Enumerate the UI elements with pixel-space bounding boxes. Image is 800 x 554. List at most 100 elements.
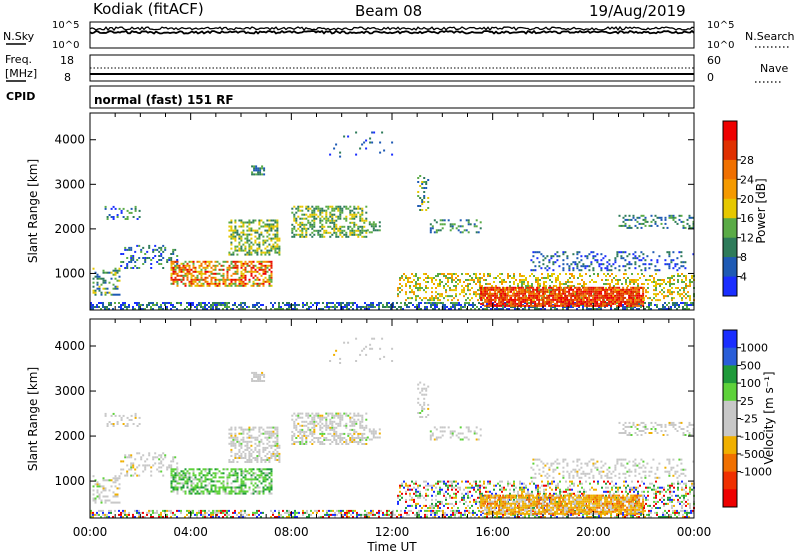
- power-cell: [445, 289, 447, 292]
- power-cell: [484, 288, 487, 291]
- power-cell: [174, 306, 176, 308]
- power-cell: [498, 290, 501, 293]
- power-cell: [328, 308, 330, 310]
- power-cell: [682, 226, 685, 229]
- power-cell: [576, 302, 579, 305]
- velocity-cell: [252, 472, 255, 475]
- power-cell: [116, 285, 119, 288]
- power-cell: [618, 265, 621, 268]
- power-cell: [643, 275, 645, 277]
- power-cell: [124, 248, 127, 251]
- power-cell: [628, 300, 631, 303]
- velocity-cell: [132, 516, 134, 518]
- power-cell: [132, 267, 135, 269]
- power-cell: [316, 302, 318, 304]
- power-cell: [570, 296, 573, 299]
- power-cell: [220, 268, 223, 271]
- power-cell: [445, 283, 447, 285]
- power-cell: [297, 209, 300, 212]
- power-cell: [258, 302, 260, 304]
- power-cell: [512, 298, 515, 301]
- power-cell: [482, 290, 485, 293]
- velocity-cell: [174, 513, 176, 516]
- power-cell: [566, 263, 569, 266]
- power-cell: [351, 209, 354, 212]
- power-cell: [232, 272, 235, 275]
- velocity-cell: [90, 513, 92, 516]
- power-cell: [322, 302, 324, 304]
- power-cell: [218, 302, 220, 304]
- velocity-cell: [228, 509, 230, 512]
- power-cell: [228, 306, 230, 308]
- power-cell: [254, 231, 257, 234]
- power-cell: [232, 233, 235, 236]
- velocity-cell: [226, 511, 228, 514]
- power-cell: [629, 281, 631, 283]
- power-cell: [447, 277, 449, 279]
- power-cell: [551, 275, 553, 277]
- power-cell: [618, 251, 621, 254]
- power-cell: [349, 221, 352, 224]
- power-cell: [581, 275, 583, 277]
- power-cell: [465, 219, 468, 222]
- power-cell: [396, 302, 398, 304]
- velocity-cell: [450, 513, 452, 516]
- power-cell: [489, 275, 491, 277]
- power-cell: [634, 302, 637, 305]
- power-cell: [594, 296, 597, 299]
- power-cell: [361, 209, 364, 212]
- nsky-trace: [89, 25, 695, 35]
- velocity-cell: [662, 516, 664, 518]
- velocity-cell: [446, 513, 448, 516]
- power-cell: [242, 243, 245, 246]
- velocity-cell: [256, 478, 259, 481]
- velocity-cell: [172, 470, 175, 473]
- power-cell: [258, 262, 261, 265]
- velocity-cell: [134, 472, 137, 475]
- power-cell: [130, 267, 133, 269]
- velocity-cell: [158, 513, 160, 516]
- power-cell: [544, 300, 547, 303]
- power-cell: [475, 219, 478, 222]
- velocity-cell: [230, 470, 233, 473]
- power-cell: [628, 290, 631, 293]
- power-cell: [443, 275, 445, 277]
- power-cell: [304, 304, 306, 306]
- velocity-cell: [342, 513, 344, 516]
- power-cell: [248, 280, 251, 283]
- power-cell: [568, 306, 570, 308]
- velocity-cell: [282, 516, 284, 518]
- power-cell: [108, 304, 110, 306]
- power-cell: [411, 281, 413, 283]
- velocity-cell: [380, 509, 382, 512]
- velocity-cell: [434, 509, 436, 512]
- power-cell: [680, 265, 683, 268]
- power-cell: [635, 293, 637, 296]
- power-cell: [574, 298, 577, 301]
- power-cell: [504, 292, 507, 295]
- velocity-cell: [322, 516, 324, 518]
- velocity-cell: [218, 470, 221, 473]
- power-cell: [260, 260, 263, 263]
- power-cell: [630, 298, 633, 301]
- power-cell: [200, 276, 203, 279]
- y-ticklabel: 4000: [54, 133, 85, 147]
- power-cell: [678, 214, 681, 217]
- power-cell: [268, 264, 271, 267]
- power-cell: [459, 281, 461, 283]
- power-cell: [471, 287, 473, 289]
- power-cell: [146, 304, 148, 306]
- power-cell: [650, 220, 653, 223]
- velocity-cell: [138, 474, 141, 477]
- power-cell: [490, 300, 493, 303]
- power-cell: [196, 308, 198, 310]
- velocity-cell: [248, 486, 251, 489]
- power-cell: [507, 291, 509, 294]
- power-cell: [588, 290, 591, 293]
- velocity-cell: [206, 492, 209, 495]
- power-cell: [524, 288, 527, 291]
- power-cell: [618, 304, 621, 307]
- power-cell: [500, 304, 503, 307]
- power-cell: [541, 273, 543, 275]
- power-cell: [486, 290, 489, 293]
